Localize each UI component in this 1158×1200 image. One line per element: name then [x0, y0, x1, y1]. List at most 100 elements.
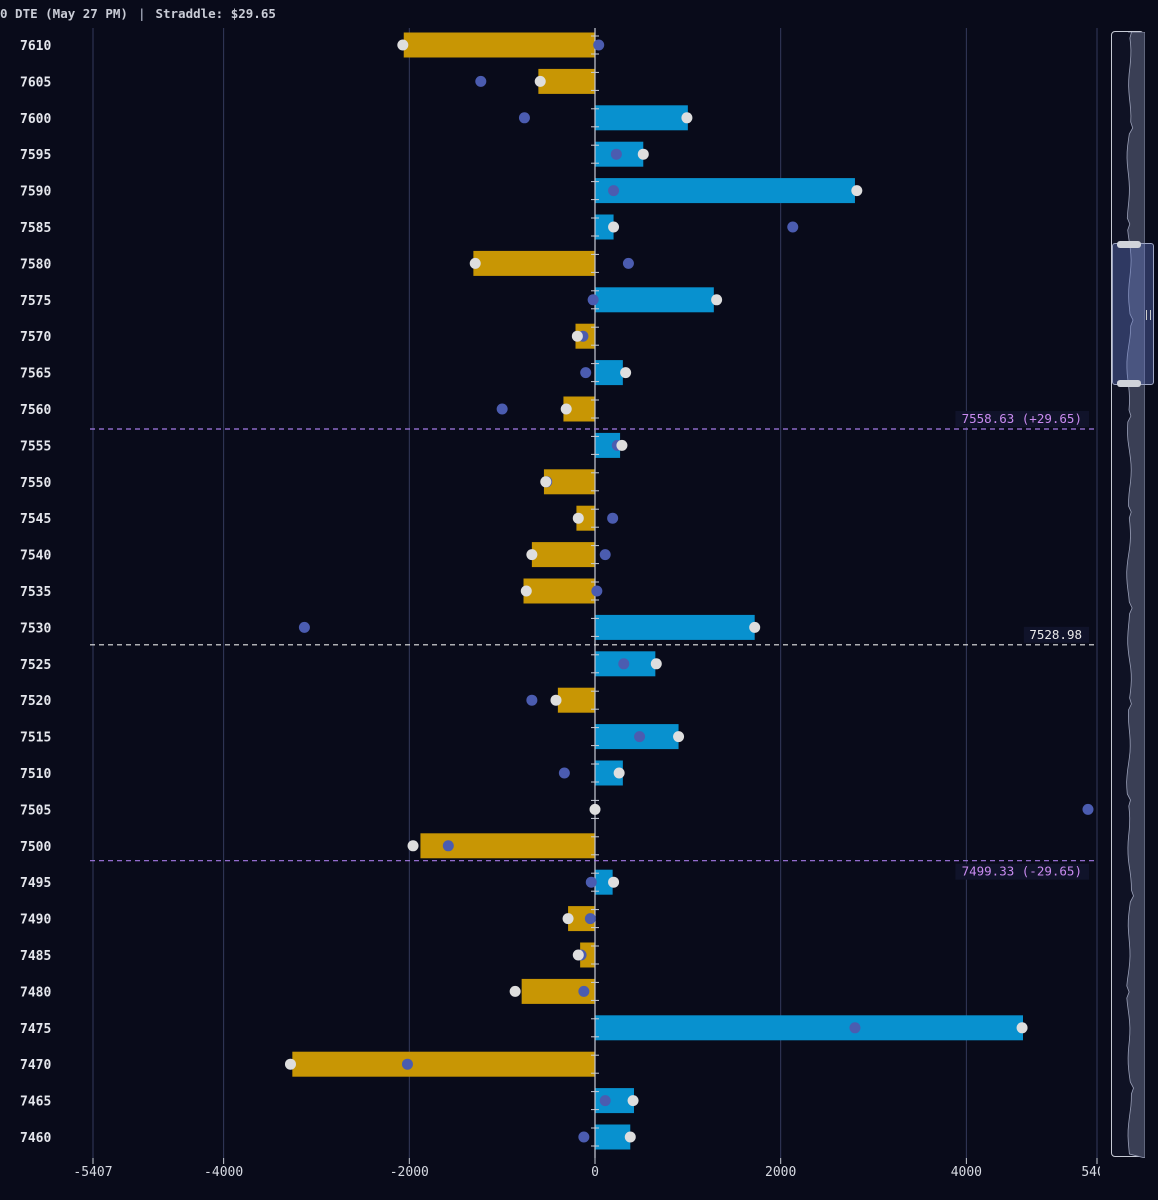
secondary-dot	[610, 148, 622, 160]
bar	[595, 1124, 631, 1150]
secondary-dot	[298, 621, 310, 633]
secondary-dot	[587, 294, 599, 306]
secondary-dot	[787, 221, 799, 233]
bar	[595, 614, 755, 640]
x-tick-label: 5407	[1081, 1165, 1100, 1180]
scroll-handle-bottom[interactable]	[1117, 380, 1141, 387]
primary-dot	[540, 476, 552, 488]
primary-dot	[509, 985, 521, 997]
primary-dot	[520, 585, 532, 597]
primary-dot	[589, 803, 601, 815]
primary-dot	[562, 913, 574, 925]
strike-label: 7510	[20, 767, 51, 782]
straddle-value: Straddle: $29.65	[155, 6, 276, 21]
primary-dot	[711, 294, 723, 306]
strike-label: 7465	[20, 1095, 51, 1110]
primary-dot	[673, 731, 685, 743]
strike-label: 7495	[20, 876, 51, 891]
secondary-dot	[558, 767, 570, 779]
secondary-dot	[442, 840, 454, 852]
bar	[523, 578, 595, 604]
secondary-dot	[475, 75, 487, 87]
secondary-dot	[599, 549, 611, 561]
primary-dot	[608, 221, 620, 233]
primary-dot	[560, 403, 572, 415]
x-tick-label: -2000	[390, 1165, 429, 1180]
secondary-dot	[607, 512, 619, 524]
strike-label: 7585	[20, 221, 51, 236]
secondary-dot	[584, 913, 596, 925]
bar	[595, 360, 623, 386]
reference-label: 7558.63 (+29.65)	[962, 411, 1082, 426]
grip-icon	[1146, 310, 1151, 320]
primary-dot	[608, 876, 620, 888]
primary-dot	[620, 367, 632, 379]
secondary-dot	[1082, 803, 1094, 815]
secondary-dot	[578, 985, 590, 997]
bar	[595, 214, 614, 240]
strike-label: 7540	[20, 549, 51, 564]
header-separator: |	[137, 6, 146, 21]
strike-label: 7460	[20, 1131, 51, 1146]
x-tick-label: 0	[591, 1165, 599, 1180]
strike-label: 7575	[20, 294, 51, 309]
bar	[595, 1015, 1024, 1041]
x-tick-label: 2000	[765, 1165, 796, 1180]
strike-label: 7600	[20, 112, 51, 127]
secondary-dot	[591, 585, 603, 597]
strike-label: 7595	[20, 148, 51, 163]
bar	[531, 542, 595, 568]
strike-label: 7480	[20, 985, 51, 1000]
strike-label: 7530	[20, 621, 51, 636]
gamma-exposure-chart: 7558.63 (+29.65) 7528.98 7499.33 (-29.65) 7…	[20, 28, 1100, 1180]
primary-dot	[1016, 1022, 1028, 1034]
chart-header: 0 DTE (May 27 PM) | Straddle: $29.65	[0, 6, 276, 24]
secondary-dot	[580, 367, 592, 379]
reference-label: 7528.98	[1029, 627, 1082, 642]
reference-label-bg	[1023, 626, 1089, 643]
strike-label: 7550	[20, 476, 51, 491]
strike-label: 7485	[20, 949, 51, 964]
reference-label: 7499.33 (-29.65)	[962, 864, 1082, 879]
scroll-thumb[interactable]	[1112, 241, 1154, 387]
strike-label: 7560	[20, 403, 51, 418]
chart-scrollbar[interactable]	[1111, 31, 1154, 1158]
strike-label: 7555	[20, 439, 51, 454]
primary-dot	[572, 949, 584, 961]
secondary-dot	[526, 694, 538, 706]
strike-label: 7545	[20, 512, 51, 527]
scroll-minimap	[1126, 32, 1145, 1158]
expiry-title: 0 DTE (May 27 PM)	[0, 6, 128, 21]
x-tick-label: -5407	[73, 1165, 112, 1180]
strike-label: 7590	[20, 185, 51, 200]
secondary-dot	[401, 1058, 413, 1070]
bar	[576, 505, 595, 531]
primary-dot	[749, 621, 761, 633]
scroll-handle-top[interactable]	[1117, 241, 1141, 248]
bar	[595, 178, 855, 204]
bar	[595, 287, 714, 313]
secondary-dot	[618, 658, 630, 670]
primary-dot	[637, 148, 649, 160]
strike-label: 7605	[20, 75, 51, 90]
primary-dot	[616, 439, 628, 451]
reference-label-bg	[955, 410, 1089, 427]
primary-dot	[650, 658, 662, 670]
secondary-dot	[634, 731, 646, 743]
strike-label: 7565	[20, 367, 51, 382]
bar	[538, 68, 595, 94]
bar	[580, 942, 595, 968]
secondary-dot	[585, 876, 597, 888]
strike-label: 7525	[20, 658, 51, 673]
primary-dot	[572, 512, 584, 524]
secondary-dot	[849, 1022, 861, 1034]
primary-dot	[851, 185, 863, 197]
x-tick-label: 4000	[951, 1165, 982, 1180]
bar	[557, 687, 595, 713]
secondary-dot	[608, 185, 620, 197]
primary-dot	[550, 694, 562, 706]
bar	[292, 1051, 595, 1077]
strike-label: 7500	[20, 840, 51, 855]
strike-label: 7475	[20, 1022, 51, 1037]
secondary-dot	[622, 257, 634, 269]
